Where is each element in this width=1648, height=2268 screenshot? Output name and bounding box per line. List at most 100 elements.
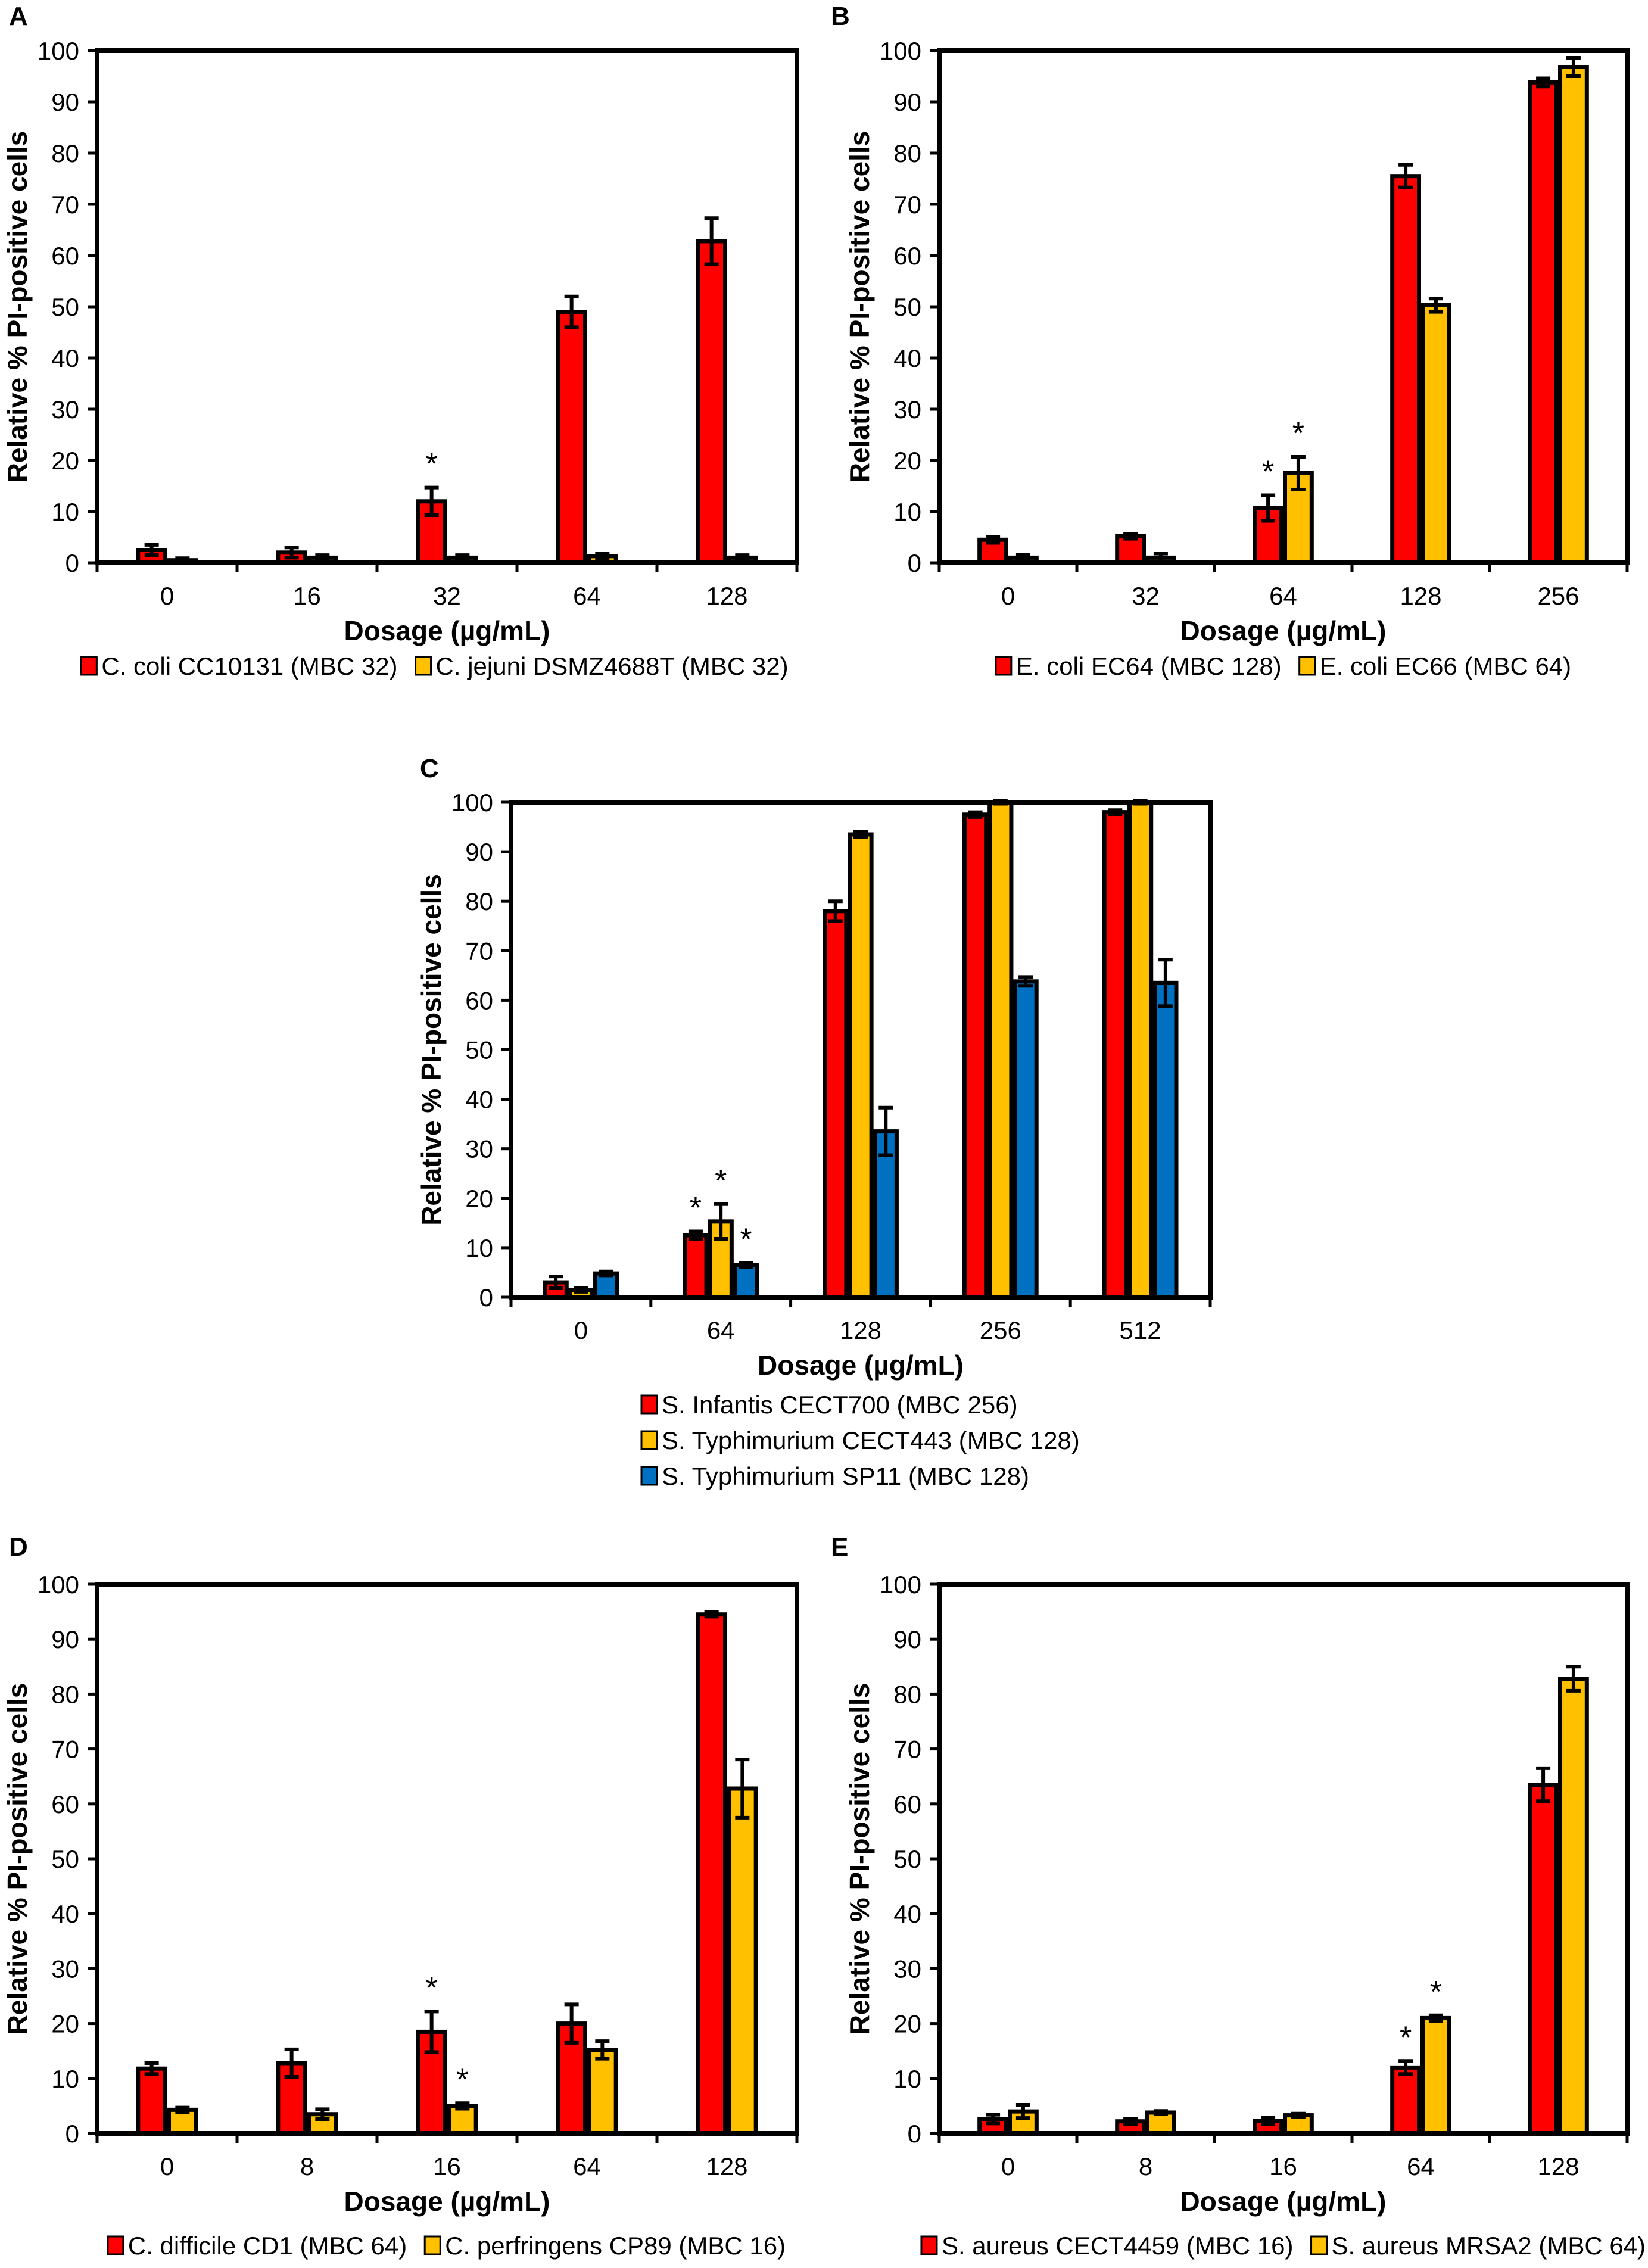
y-tick-label: 90	[51, 1625, 79, 1653]
panel-e: E 0 10 20 30 40 50 60 70 80 90 100 * * 0 8 16 64 128 Dosage…	[831, 1532, 1646, 2260]
y-tick-label: 0	[66, 2120, 79, 2148]
y-tick-label: 80	[893, 1680, 921, 1708]
y-tick-label: 70	[893, 191, 921, 219]
y-axis-title: Relative % PI-positive cells	[416, 874, 447, 1226]
significance-star: *	[1262, 454, 1274, 489]
significance-star: *	[1430, 1975, 1442, 2010]
y-tick-label: 80	[465, 887, 493, 915]
y-tick-label: 80	[51, 139, 79, 167]
plot-frame	[937, 1582, 1630, 2136]
bar	[136, 2066, 168, 2136]
bar	[696, 239, 728, 565]
plot-frame	[937, 48, 1630, 565]
x-tick-label: 64	[1269, 582, 1297, 610]
panel-letter: C	[420, 754, 439, 783]
legend-entry: S. Typhimurium CECT443 (MBC 128)	[662, 1426, 1080, 1454]
x-tick-label: 16	[1269, 2152, 1297, 2180]
y-tick-label: 90	[893, 1625, 921, 1653]
x-tick-label: 256	[1537, 582, 1579, 610]
x-tick-label: 32	[1132, 582, 1160, 610]
y-tick-label: 40	[51, 1900, 79, 1928]
y-tick-label: 100	[38, 1571, 79, 1599]
x-tick-label: 0	[160, 582, 174, 610]
x-tick-label: 128	[1400, 582, 1441, 610]
y-tick-label: 100	[880, 37, 921, 65]
bar	[1390, 174, 1421, 565]
x-tick-label: 0	[160, 2152, 174, 2180]
bar	[1558, 1677, 1589, 2136]
y-tick-label: 10	[51, 2065, 79, 2093]
y-tick-label: 30	[51, 395, 79, 423]
significance-star: *	[426, 447, 438, 482]
y-tick-label: 20	[51, 447, 79, 475]
plot-frame	[95, 48, 799, 565]
panel-b: B 0 10 20 30 40 50 60 70 80 90 100 * * 0 32 64 128 256 Dosa…	[831, 2, 1630, 680]
y-tick-label: 90	[893, 88, 921, 116]
legend-swatch	[1298, 656, 1316, 676]
plot-frame	[509, 800, 1213, 1300]
x-tick-label: 256	[980, 1316, 1021, 1344]
x-tick-label: 64	[1407, 2152, 1435, 2180]
legend-swatch	[423, 2235, 441, 2255]
legend-entry: C. jejuni DSMZ4688T (MBC 32)	[436, 652, 789, 680]
y-tick-label: 10	[51, 498, 79, 526]
y-tick-label: 60	[51, 242, 79, 270]
y-tick-label: 50	[51, 293, 79, 321]
x-axis-title: Dosage (µg/mL)	[344, 615, 550, 646]
legend-entry: E. coli EC66 (MBC 64)	[1320, 652, 1571, 680]
panel-a: A 0 10 20 30 40 50 60 70 80 90 100 * 0 16 32 64 128 Dosage…	[2, 2, 799, 680]
x-tick-label: 8	[300, 2152, 314, 2180]
bar	[1420, 2015, 1451, 2136]
y-tick-label: 80	[893, 139, 921, 167]
bar	[1102, 810, 1128, 1300]
y-tick-label: 20	[893, 447, 921, 475]
bar	[1013, 979, 1039, 1300]
legend-swatch	[1310, 2235, 1328, 2255]
significance-star: *	[456, 2063, 468, 2097]
bar	[987, 800, 1014, 1300]
y-tick-label: 50	[465, 1036, 493, 1064]
bar	[587, 2048, 618, 2136]
x-tick-label: 128	[840, 1316, 881, 1344]
y-tick-label: 20	[465, 1185, 493, 1213]
bar	[1390, 2065, 1421, 2136]
panel-letter: E	[831, 1532, 848, 1562]
y-tick-label: 10	[893, 498, 921, 526]
x-tick-label: 64	[573, 582, 601, 610]
significance-star: *	[1400, 2020, 1412, 2055]
y-tick-label: 0	[66, 549, 79, 577]
y-tick-label: 30	[893, 395, 921, 423]
legend-swatch	[995, 656, 1013, 676]
bar	[962, 812, 989, 1300]
y-tick-label: 30	[465, 1135, 493, 1163]
bar	[556, 310, 587, 565]
y-tick-label: 10	[893, 2065, 921, 2093]
y-tick-label: 20	[51, 2010, 79, 2038]
bar	[696, 1612, 728, 2136]
y-tick-label: 90	[51, 88, 79, 116]
y-tick-label: 70	[51, 1736, 79, 1764]
legend-entry: C. difficile CD1 (MBC 64)	[128, 2232, 407, 2260]
legend-entry: E. coli EC64 (MBC 128)	[1016, 652, 1282, 680]
panel-letter: A	[9, 2, 28, 31]
x-axis-title: Dosage (µg/mL)	[758, 1350, 964, 1381]
bar	[1528, 80, 1559, 565]
x-axis-title: Dosage (µg/mL)	[344, 2186, 550, 2217]
legend-entry: S. Typhimurium SP11 (MBC 128)	[662, 1462, 1029, 1490]
y-tick-label: 80	[51, 1680, 79, 1708]
y-tick-label: 40	[51, 344, 79, 372]
y-axis-title: Relative % PI-positive cells	[2, 1683, 33, 2035]
significance-star: *	[426, 1971, 438, 2005]
y-tick-label: 30	[51, 1955, 79, 1983]
legend-entry: S. aureus CECT4459 (MBC 16)	[942, 2232, 1294, 2260]
x-tick-label: 128	[1537, 2152, 1579, 2180]
y-tick-label: 90	[465, 838, 493, 866]
significance-star: *	[740, 1223, 752, 1257]
panel-c: C 0 10 20 30 40 50 60 70 80 90 100 * * * 0 64 128 256 512 Do…	[416, 754, 1213, 1490]
legend: E. coli EC64 (MBC 128) E. coli EC66 (MBC …	[995, 652, 1571, 680]
x-tick-label: 8	[1139, 2152, 1152, 2180]
bar	[683, 1233, 709, 1300]
y-axis-title: Relative % PI-positive cells	[2, 131, 33, 483]
y-tick-label: 0	[479, 1283, 493, 1311]
